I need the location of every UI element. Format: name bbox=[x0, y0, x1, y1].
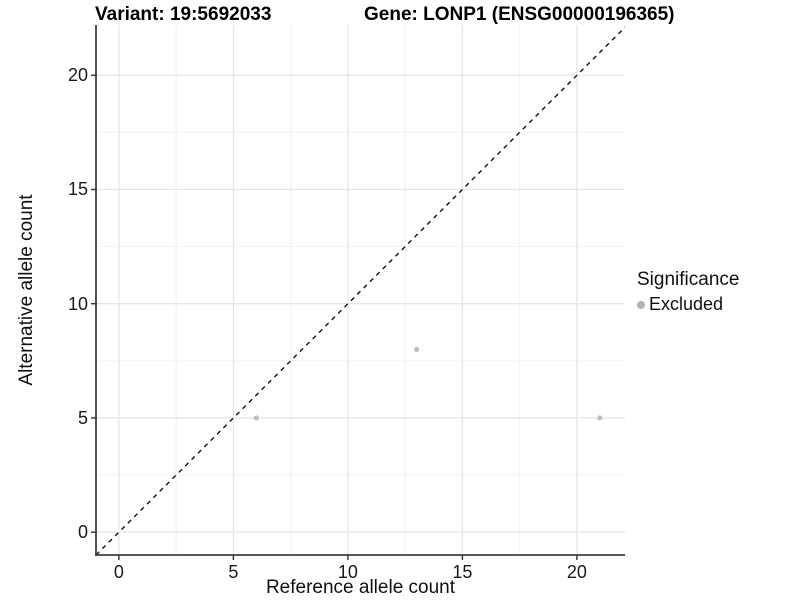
data-point-excluded-21-5 bbox=[597, 415, 603, 421]
panel-background bbox=[96, 25, 625, 555]
y-tick-label-0: 0 bbox=[77, 522, 88, 543]
x-tick-label-10: 10 bbox=[337, 562, 358, 582]
y-tick-label-15: 15 bbox=[67, 179, 88, 200]
excluded-point-icon bbox=[637, 300, 645, 309]
y-tick-label-20: 20 bbox=[67, 65, 88, 86]
plot-title-gene: Gene: LONP1 (ENSG00000196365) bbox=[364, 4, 675, 25]
x-tick-label-20: 20 bbox=[566, 562, 587, 582]
y-axis-title: Alternative allele count bbox=[16, 194, 37, 386]
x-tick-label-15: 15 bbox=[452, 562, 473, 582]
data-point-excluded-6-5 bbox=[253, 415, 259, 421]
legend-title: Significance bbox=[637, 269, 740, 290]
x-axis-title: Reference allele count bbox=[265, 577, 456, 598]
data-point-excluded-13-8 bbox=[414, 346, 420, 352]
legend: Significance Excluded bbox=[637, 269, 739, 315]
y-tick-label-5: 5 bbox=[77, 407, 88, 428]
y-tick-label-10: 10 bbox=[67, 293, 88, 314]
legend-item-excluded: Excluded bbox=[637, 294, 739, 315]
x-tick-label-5: 5 bbox=[228, 562, 239, 582]
plot-title-variant: Variant: 19:5692033 bbox=[95, 4, 272, 25]
identity-dashed-line bbox=[96, 26, 625, 555]
legend-item-label: Excluded bbox=[649, 294, 724, 314]
x-tick-label-0: 0 bbox=[113, 562, 124, 582]
plot-title: Variant: 19:5692033 Gene: LONP1 (ENSG000… bbox=[0, 4, 800, 26]
